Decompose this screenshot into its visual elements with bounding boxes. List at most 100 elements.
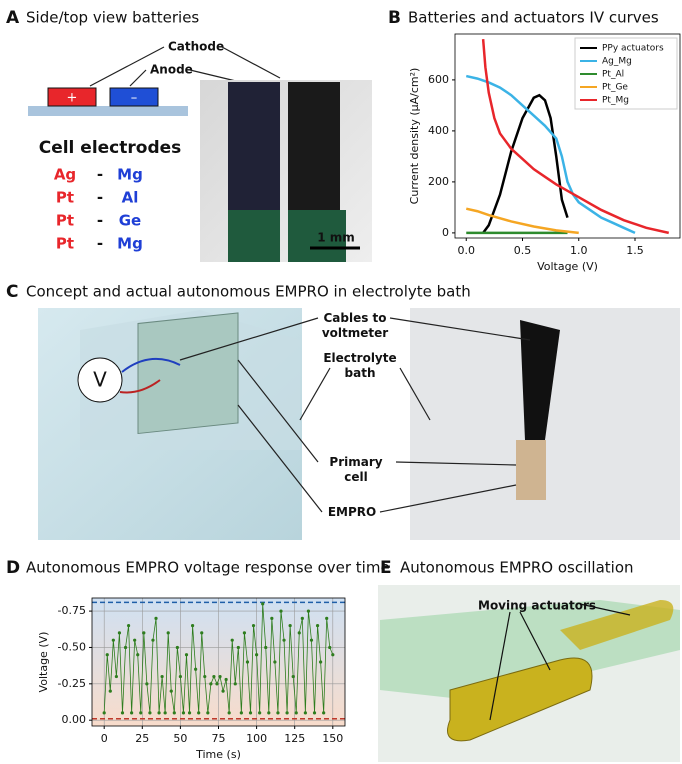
point (264, 646, 267, 649)
point (319, 660, 322, 663)
panel-letter: B (388, 8, 401, 28)
y-tick-label: -0.25 (58, 677, 86, 690)
electrode: Pt (56, 212, 74, 230)
point (191, 624, 194, 627)
panel-letter: A (6, 8, 20, 28)
point (118, 631, 121, 634)
legend-label: Ag_Mg (602, 57, 632, 67)
point (243, 631, 246, 634)
electrode: - (97, 166, 103, 184)
electrode: Al (122, 189, 139, 207)
anode-strip (228, 82, 280, 210)
point (301, 617, 304, 620)
plus: + (67, 91, 78, 106)
x-tick-label: 0 (101, 732, 108, 745)
point (261, 602, 264, 605)
point (231, 639, 234, 642)
panel-title: Concept and actual autonomous EMPRO in e… (26, 283, 471, 301)
x-tick-label: 0.5 (514, 244, 532, 257)
point (276, 711, 279, 714)
page: A Side/top view batteries Cathode Anode … (0, 0, 682, 764)
point (298, 631, 301, 634)
x-tick-label: 25 (135, 732, 149, 745)
point (228, 711, 231, 714)
panel-title: Side/top view batteries (26, 9, 199, 27)
point (142, 631, 145, 634)
electrode: - (97, 189, 103, 207)
point (221, 689, 224, 692)
point (246, 660, 249, 663)
x-tick-label: 125 (284, 732, 305, 745)
annotation: Primarycell (329, 455, 382, 484)
point (252, 624, 255, 627)
minus: – (131, 91, 138, 106)
point (249, 711, 252, 714)
point (316, 624, 319, 627)
point (139, 711, 142, 714)
point (267, 711, 270, 714)
panel-title: Autonomous EMPRO oscillation (400, 559, 634, 577)
point (212, 675, 215, 678)
point (136, 653, 139, 656)
y-axis-label: Current density (μA/cm²) (408, 68, 421, 205)
point (161, 675, 164, 678)
panel-letter: E (380, 558, 392, 578)
y-axis-label: Voltage (V) (37, 632, 50, 693)
electrode: - (97, 235, 103, 253)
point (273, 660, 276, 663)
legend-label: Pt_Mg (602, 96, 629, 106)
point (310, 639, 313, 642)
x-tick-label: 100 (246, 732, 267, 745)
point (200, 631, 203, 634)
point (328, 646, 331, 649)
chart-title: Autonomous EMPRO voltage response over t… (26, 559, 390, 577)
point (179, 675, 182, 678)
series-line (483, 95, 567, 233)
y-tick-label: 0 (442, 226, 449, 239)
point (322, 711, 325, 714)
point (194, 668, 197, 671)
point (206, 711, 209, 714)
point (109, 689, 112, 692)
point (289, 624, 292, 627)
x-tick-label: 1.0 (570, 244, 588, 257)
electrode: Ge (119, 212, 142, 230)
point (285, 711, 288, 714)
point (127, 624, 130, 627)
y-tick-label: -0.75 (58, 604, 86, 617)
point (182, 711, 185, 714)
device (138, 313, 238, 434)
annotation: Electrolytebath (323, 351, 396, 380)
point (325, 617, 328, 620)
point (176, 646, 179, 649)
point (121, 711, 124, 714)
x-tick-label: 150 (322, 732, 343, 745)
x-tick-label: 1.5 (626, 244, 644, 257)
electrode: Ag (54, 166, 76, 184)
point (173, 711, 176, 714)
annotation: EMPRO (328, 505, 376, 519)
point (167, 631, 170, 634)
point (282, 639, 285, 642)
point (313, 711, 316, 714)
point (170, 689, 173, 692)
pairs: Ag-MgPt-AlPt-GePt-Mg (54, 166, 143, 253)
panel-letter: D (6, 558, 20, 578)
y-tick-label: 600 (428, 73, 449, 86)
electrodes-title: Cell electrodes (39, 138, 182, 158)
point (115, 675, 118, 678)
point (185, 653, 188, 656)
point (188, 711, 191, 714)
electrode: - (97, 212, 103, 230)
electrode: Mg (117, 166, 143, 184)
point (112, 639, 115, 642)
point (154, 617, 157, 620)
legend-label: Pt_Ge (602, 83, 628, 93)
point (292, 675, 295, 678)
point (148, 711, 151, 714)
x-axis-label: Voltage (V) (537, 260, 598, 273)
voltmeter-label: V (93, 368, 107, 392)
point (270, 617, 273, 620)
substrate (28, 106, 188, 116)
